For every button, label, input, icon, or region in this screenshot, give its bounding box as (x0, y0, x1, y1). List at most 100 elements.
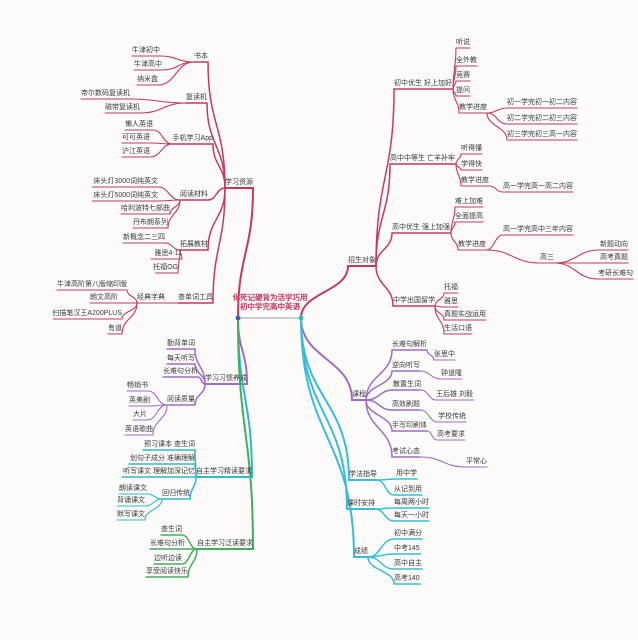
mindmap-edge (195, 317, 254, 478)
mindmap-edge (185, 102, 226, 189)
mindmap-node: 懒人英语 (125, 121, 153, 128)
mindmap-node: 高考要求 (437, 431, 465, 438)
mindmap-edge (104, 102, 187, 114)
mindmap-node: 学法指导 (349, 471, 377, 478)
mindmap-node: 招生对象 (348, 257, 376, 264)
mindmap-node: 教学进度 (459, 104, 487, 111)
mindmap-node: 哈利波特七部曲 (121, 205, 170, 212)
mindmap-node: 教学进度 (461, 177, 489, 184)
mindmap-edge (486, 112, 578, 141)
central-topic: 化死记硬背为活学巧用 初中学完高中英语 (233, 293, 308, 311)
mindmap-edge (375, 265, 436, 307)
mindmap-node: 全外教 (456, 57, 477, 64)
mindmap-edge (121, 142, 173, 145)
mindmap-node: 初二学完初二初三内容 (507, 115, 577, 122)
mindmap-node: 床头灯5000词纯英文 (93, 192, 158, 199)
mindmap-node: 雅思 (444, 298, 458, 305)
mindmap-edge (179, 187, 226, 201)
mindmap-node: 课程 (352, 391, 366, 398)
mindmap-edge (91, 199, 181, 202)
mindmap-node: 高三 (540, 254, 554, 261)
mindmap-node: 长难句分析 (150, 540, 185, 547)
mindmap-node: 查生词 (161, 526, 182, 533)
mindmap-edge (419, 370, 463, 380)
mindmap-edge (367, 556, 422, 585)
center-dot-left (235, 315, 241, 321)
mindmap-node: 高一学完高一高二内容 (503, 183, 573, 190)
mindmap-edge (122, 242, 181, 251)
mindmap-edge (452, 80, 471, 90)
mindmap-node: 牛津高阶第八版缩印版 (57, 281, 127, 288)
mindmap-node: 磁带复读机 (105, 104, 140, 111)
mindmap-edge (375, 88, 454, 267)
mindmap-edge (365, 399, 421, 411)
mindmap-node: 高考140 (394, 575, 420, 582)
mindmap-node: 阅读材料 (180, 191, 208, 198)
mindmap-node: 真题实战运用 (444, 311, 486, 318)
mindmap-node: 拓展教材 (180, 241, 208, 248)
mindmap-node: 学习习惯养成 (205, 375, 247, 382)
mindmap-edge (455, 153, 483, 165)
mindmap-edge (365, 349, 428, 401)
mindmap-edge (196, 317, 255, 550)
mindmap-edge (365, 399, 421, 458)
mindmap-node: 高中中等生 亡羊补牢 (390, 155, 455, 162)
mindmap-node: 预习课本 查生词 (144, 441, 195, 448)
mindmap-edge (162, 376, 206, 385)
mindmap-edge (485, 234, 574, 251)
mindmap-edge (434, 305, 473, 335)
mindmap-node: 新概念二三四 (123, 234, 165, 241)
mindmap-node: 丹布朗系列 (133, 219, 168, 226)
mindmap-edge (131, 55, 195, 63)
mindmap-edge (177, 187, 226, 304)
mindmap-node: 逆向听写 (392, 362, 420, 369)
mindmap-node: 高考真题 (600, 254, 628, 261)
mindmap-node: 手机学习App (172, 135, 213, 142)
mindmap-node: 牛津高中 (134, 61, 162, 68)
mindmap-node: 听写课文 理解加深记忆 (123, 468, 195, 475)
mindmap-node: 可可英语 (122, 134, 150, 141)
mindmap-node: 纳米盒 (137, 76, 158, 83)
mindmap-node: 新题动向 (600, 241, 628, 248)
mindmap-node: 从记到用 (394, 486, 422, 493)
mindmap-node: 享受阅读快乐 (146, 568, 188, 575)
mindmap-edge (107, 302, 138, 335)
mindmap-node: 听说 (456, 39, 470, 46)
mindmap-node: 高中自主 (394, 560, 422, 567)
mindmap-node: 阅读质量 (167, 396, 195, 403)
mindmap-node: 划句子成分 准确理解 (130, 455, 195, 462)
mindmap-edge (434, 305, 459, 308)
mindmap-node: 钟道隆 (441, 370, 462, 377)
mindmap-node: 用中学 (396, 470, 417, 477)
mindmap-edge (116, 498, 163, 507)
mindmap-edge (116, 498, 163, 521)
mindmap-edge (56, 289, 138, 304)
mindmap-node: 平常心 (466, 458, 487, 465)
mindmap-edge (124, 404, 168, 436)
mindmap-node: 课时安排 (347, 500, 375, 507)
mindmap-node: 教学进度 (458, 241, 486, 248)
mindmap-node: 长难句解析 (392, 341, 427, 348)
mindmap-edge (486, 107, 578, 114)
mindmap-edge (375, 232, 452, 267)
central-topic-line1: 化死记硬背为活学巧用 (232, 293, 308, 302)
mindmap-node: 背诵课文 (117, 497, 145, 504)
mindmap-edge (419, 409, 467, 423)
mindmap-edge (486, 112, 578, 125)
mindmap-node: 长难句分析 (163, 368, 198, 375)
mindmap-edge (365, 370, 421, 401)
mindmap-edge (161, 476, 197, 500)
mindmap-node: 回归传统 (162, 490, 190, 497)
mindmap-node: 初中满分 (394, 530, 422, 537)
mindmap-node: 牛津初中 (132, 47, 160, 54)
mindmap-edge (450, 221, 484, 234)
mindmap-node: 复读机 (186, 94, 207, 101)
mindmap-node: 每天听写 (167, 355, 195, 362)
mindmap-node: 张思中 (434, 351, 455, 358)
mindmap-node: 中学出国留学 (393, 297, 435, 304)
mindmap-edge (121, 143, 173, 158)
center-dot-right (298, 315, 304, 321)
mindmap-edge (419, 456, 488, 468)
mindmap-edge (434, 292, 459, 307)
